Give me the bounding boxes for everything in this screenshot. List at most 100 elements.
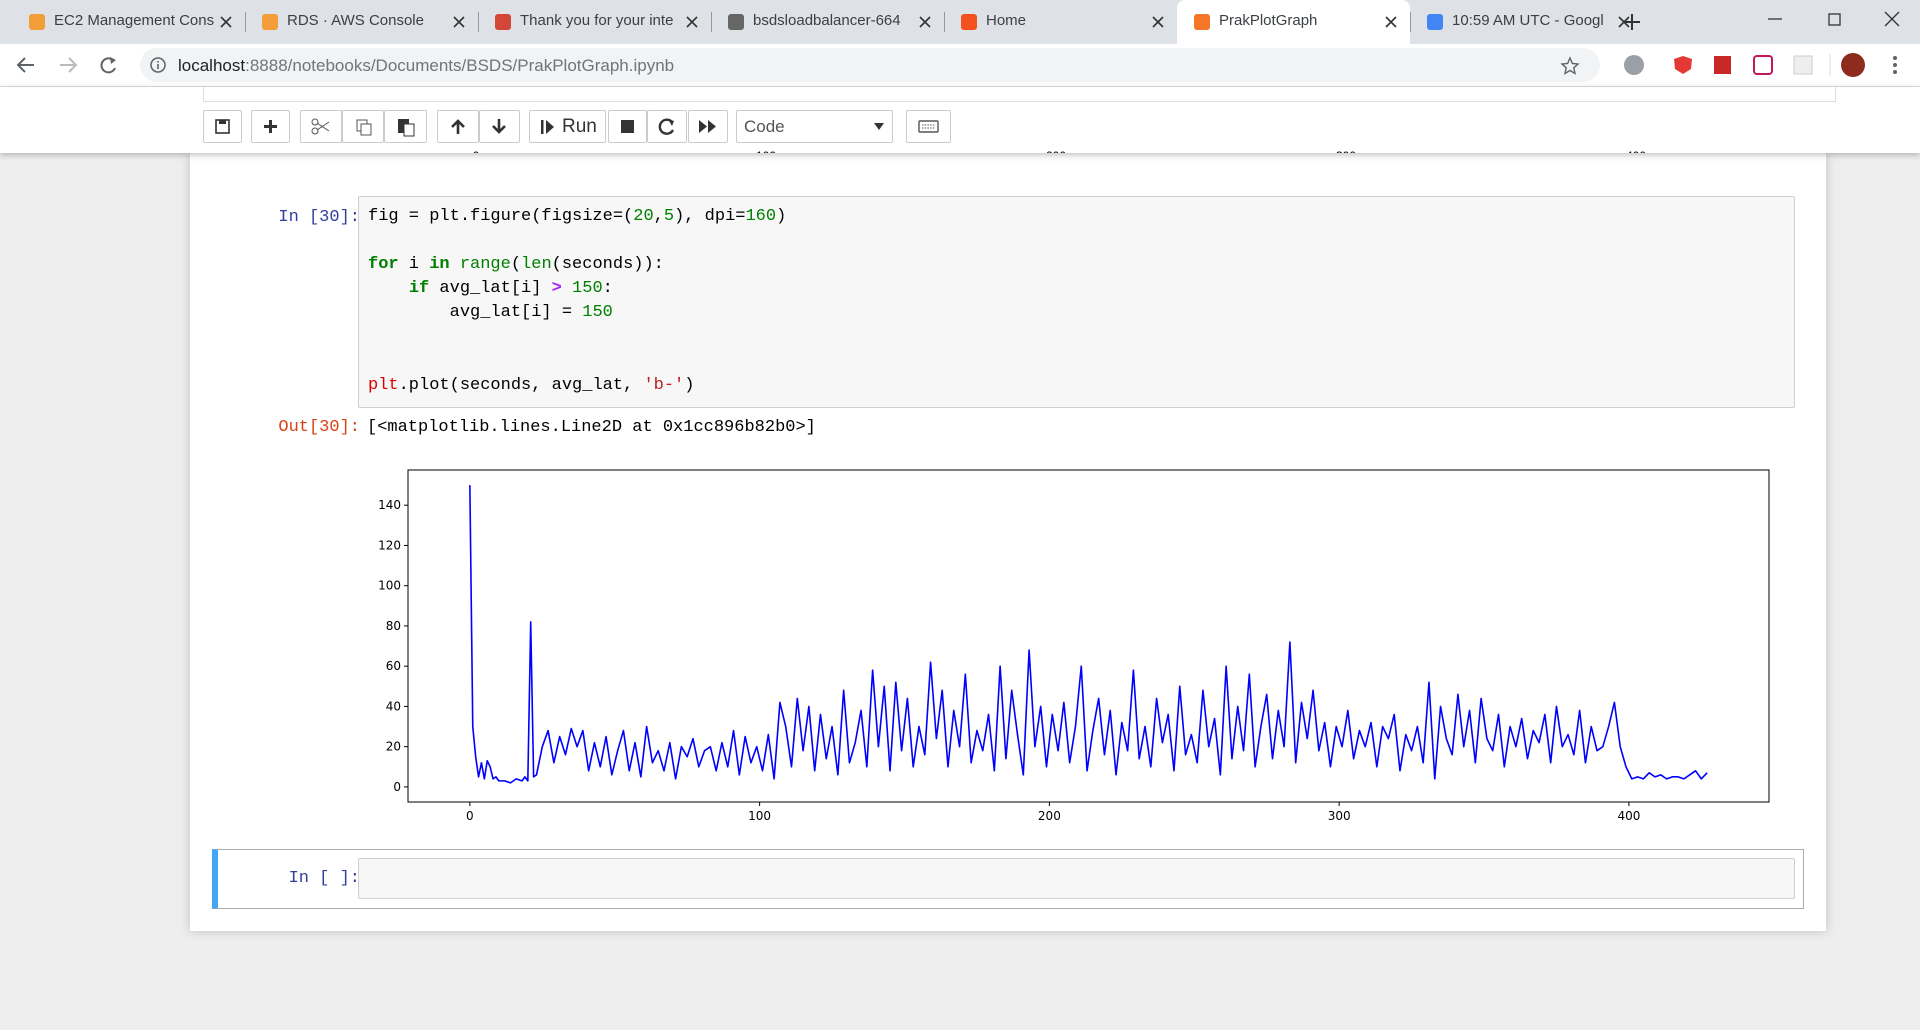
extension-icons[interactable] <box>1610 44 1920 86</box>
code-line: avg_lat[i] = 150 <box>368 303 613 322</box>
empty-code-cell[interactable] <box>358 858 1795 899</box>
tab-favicon <box>1194 14 1210 30</box>
tab-close <box>453 16 465 28</box>
y-tick-label: 140 <box>378 498 401 512</box>
close-x <box>919 16 931 28</box>
move-down-button[interactable] <box>479 110 520 143</box>
code-token: plt <box>368 376 399 395</box>
prev-tick-label: 100 <box>746 145 786 153</box>
paste-button[interactable] <box>384 110 427 143</box>
tab-icon <box>728 14 744 30</box>
url: localhost:8888/notebooks/Documents/BSDS/… <box>178 56 674 76</box>
save-icon <box>215 119 230 134</box>
code-line: if avg_lat[i] > 150: <box>408 279 613 298</box>
tab-favicon <box>728 14 744 30</box>
stop-button[interactable] <box>608 110 647 143</box>
y-tick-label: 60 <box>386 659 401 673</box>
code-token: 5 <box>663 207 675 226</box>
selected-cell[interactable] <box>212 849 1804 909</box>
code-token: 150 <box>572 279 603 298</box>
tab-separator <box>711 12 712 32</box>
y-tick-label: 20 <box>386 740 401 754</box>
close-x <box>1152 16 1164 28</box>
code-cell[interactable]: fig = plt.figure(figsize=(20,5), dpi=160… <box>358 196 1795 408</box>
header-edge <box>203 87 1836 102</box>
browser-tab[interactable]: RDS · AWS Console <box>245 0 478 44</box>
window-controls <box>1768 11 1900 27</box>
tab-close <box>686 16 698 28</box>
browser-tab[interactable]: PrakPlotGraph <box>1177 0 1410 44</box>
stop-icon <box>621 120 634 133</box>
browser-tab[interactable]: bsdsloadbalancer-664 <box>711 0 944 44</box>
code-token: len <box>521 255 552 274</box>
tab-favicon <box>29 14 45 30</box>
browser-tab[interactable]: Home <box>944 0 1177 44</box>
up-icon <box>451 119 465 134</box>
tab-close <box>919 16 931 28</box>
url-host: localhost <box>178 56 246 75</box>
nav-buttons[interactable] <box>0 44 130 86</box>
code-line: plt.plot(seconds, avg_lat, 'b-') <box>368 376 695 395</box>
tab-bar: EC2 Management Cons RDS · AWS Console Than… <box>0 0 1920 44</box>
url-field[interactable] <box>140 48 1600 82</box>
keyboard-icon <box>918 120 939 133</box>
output-text: [<matplotlib.lines.Line2D at 0x1cc896b82… <box>367 418 816 437</box>
tab-icon <box>495 14 511 30</box>
x-tick-label: 100 <box>748 809 771 823</box>
notebook-toolbar: Run Code 0 100 200 300 400 <box>0 87 1920 153</box>
cell-type-select[interactable]: Code <box>736 110 893 143</box>
copy-button[interactable] <box>342 110 384 143</box>
down-icon <box>492 119 506 134</box>
tab-favicon <box>262 14 278 30</box>
cut-icon <box>311 118 330 135</box>
url-path: :8888/notebooks/Documents/BSDS/PrakPlotG… <box>245 56 675 75</box>
y-tick-label: 120 <box>378 538 401 552</box>
save-button[interactable] <box>203 110 242 143</box>
tab-separator <box>245 12 246 32</box>
run-icon <box>541 120 554 134</box>
y-tick-label: 0 <box>393 780 401 794</box>
y-tick-label: 100 <box>378 579 401 593</box>
restart-button[interactable] <box>647 110 687 143</box>
code-token: in <box>429 255 450 274</box>
browser-tab[interactable]: 10:59 AM UTC - Googl <box>1410 0 1643 44</box>
close-x <box>453 16 465 28</box>
close-x <box>220 16 232 28</box>
input-prompt: In [30]: <box>278 208 360 227</box>
y-tick-label: 40 <box>386 699 401 713</box>
browser-tab[interactable]: Thank you for your inte <box>478 0 711 44</box>
cut-button[interactable] <box>300 110 342 143</box>
tab-icon <box>961 14 977 30</box>
code-token: 160 <box>745 207 777 226</box>
tab-separator <box>944 12 945 32</box>
tab-close <box>1152 16 1164 28</box>
prev-tick-label: 200 <box>1036 145 1076 153</box>
restart-run-button[interactable] <box>688 110 728 143</box>
address-bar: localhost:8888/notebooks/Documents/BSDS/… <box>0 44 1920 87</box>
restart-icon <box>658 118 675 135</box>
prev-tick-label: 0 <box>456 145 496 153</box>
new-tab <box>1624 14 1640 30</box>
info-icon <box>150 57 166 73</box>
tab-icon <box>1194 14 1210 30</box>
empty-prompt: In [ ]: <box>288 869 360 888</box>
plot-frame <box>407 469 1770 803</box>
browser-tab[interactable]: EC2 Management Cons <box>12 0 245 44</box>
tab-separator <box>478 12 479 32</box>
close-x <box>686 16 698 28</box>
keyboard-button[interactable] <box>906 110 951 143</box>
x-tick-label: 400 <box>1617 809 1640 823</box>
prev-tick-label: 400 <box>1616 145 1656 153</box>
move-up-button[interactable] <box>437 110 479 143</box>
add-button[interactable] <box>251 110 290 143</box>
run-button[interactable]: Run <box>529 110 606 143</box>
tab-close <box>220 16 232 28</box>
y-tick-label: 80 <box>386 619 401 633</box>
x-tick-label: 300 <box>1328 809 1351 823</box>
x-tick-label: 0 <box>466 809 474 823</box>
code-token: > <box>551 279 562 298</box>
code-token: 'b-' <box>643 376 685 395</box>
tab-favicon <box>961 14 977 30</box>
star-icon[interactable] <box>1560 56 1580 76</box>
